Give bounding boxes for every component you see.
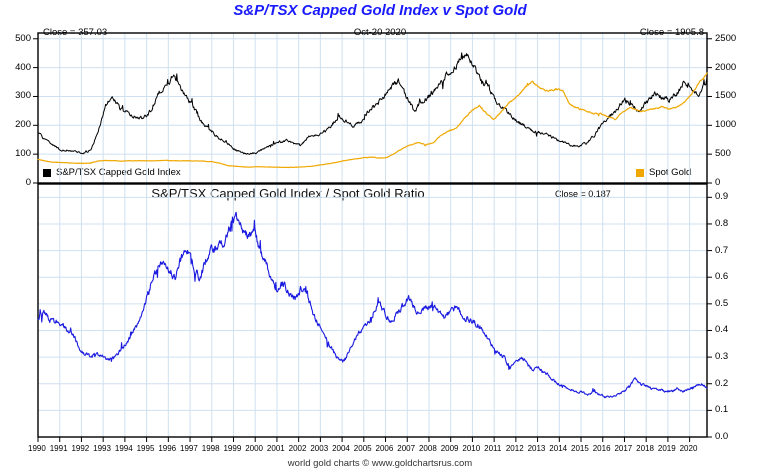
ratio-axis-tick: 0.8	[715, 217, 729, 229]
y-axis-right-tick: 1500	[715, 90, 737, 102]
square-marker-icon	[636, 168, 644, 177]
x-axis-year-label: 2020	[679, 444, 698, 453]
x-axis-year-label: 1996	[158, 444, 177, 453]
x-axis-year-label: 2002	[288, 444, 307, 453]
x-axis-year-label: 2004	[332, 444, 350, 453]
y-axis-right-tick: 2500	[715, 32, 737, 44]
x-axis-year-label: 1992	[71, 444, 90, 453]
x-axis-year-label: 2013	[527, 444, 546, 453]
legend-item-index: S&P/TSX Capped Gold Index	[43, 167, 181, 178]
ratio-axis-tick: 0.2	[715, 377, 729, 389]
x-axis-year-label: 2019	[657, 444, 676, 453]
y-axis-left-tick: 0	[25, 177, 31, 188]
y-axis-left-tick: 400	[15, 61, 31, 73]
y-axis-left-tick: 200	[15, 119, 31, 131]
y-axis-right-tick: 1000	[715, 119, 737, 131]
gridlines	[37, 33, 707, 438]
x-axis-year-label: 2012	[505, 444, 524, 453]
ratio-axis-tick: 0.7	[715, 244, 729, 256]
x-axis-year-label: 2011	[484, 444, 502, 453]
x-axis-year-label: 1993	[93, 444, 111, 453]
x-axis-year-label: 1998	[201, 444, 220, 453]
x-axis-year-label: 2017	[614, 444, 633, 453]
y-axis-right-tick: 2000	[715, 61, 737, 73]
x-axis-year-label: 2006	[375, 444, 394, 453]
y-axis-left-tick: 300	[15, 90, 31, 102]
x-axis-year-label: 2005	[353, 444, 372, 453]
legend-label-gold: Spot Gold	[649, 167, 692, 178]
ratio-axis-tick: 0.1	[715, 404, 729, 416]
x-axis-year-label: 2000	[245, 444, 263, 453]
x-axis-year-label: 2003	[310, 444, 329, 453]
x-axis-year-label: 2016	[592, 444, 611, 453]
x-axis-year-label: 2018	[636, 444, 654, 453]
y-axis-left-tick: 100	[15, 148, 31, 160]
x-axis-year-label: 2001	[266, 444, 285, 453]
ratio-axis-tick: 0.4	[715, 324, 729, 336]
x-axis-year-label: 1997	[180, 444, 198, 453]
x-axis-year-label: 2008	[418, 444, 437, 453]
x-axis-year-label: 2014	[549, 444, 568, 453]
page-title: S&P/TSX Capped Gold Index v Spot Gold	[233, 2, 527, 19]
x-axis-year-label: 2010	[462, 444, 481, 453]
plot-frames	[37, 32, 708, 438]
ratio-axis-tick: 0.0	[715, 431, 729, 442]
x-axis-year-label: 2015	[571, 444, 589, 453]
x-axis-year-label: 1994	[114, 444, 133, 453]
x-axis-year-label: 2009	[440, 444, 459, 453]
tick-marks	[33, 38, 712, 442]
x-axis-year-label: 1990	[28, 444, 46, 453]
x-axis-year-label: 2007	[397, 444, 416, 453]
y-axis-right-tick: 500	[715, 148, 731, 160]
ratio-axis-tick: 0.3	[715, 351, 729, 363]
ratio-axis-tick: 0.6	[715, 271, 729, 283]
y-axis-left-tick: 500	[15, 32, 31, 44]
x-axis-year-label: 1991	[49, 444, 68, 453]
legend-label-index: S&P/TSX Capped Gold Index	[56, 167, 181, 178]
close-ratio-annotation: Close = 0.187	[555, 189, 611, 199]
y-axis-right-tick: 0	[715, 177, 721, 188]
footer-credit: world gold charts © www.goldchartsrus.co…	[287, 458, 473, 469]
x-axis-year-label: 1995	[136, 444, 155, 453]
x-axis-year-label: 1999	[223, 444, 242, 453]
ratio-axis-tick: 0.5	[715, 297, 729, 309]
data-series	[37, 52, 708, 399]
square-marker-icon	[43, 168, 51, 177]
ratio-axis-tick: 0.9	[715, 191, 729, 203]
legend-item-gold: Spot Gold	[636, 167, 691, 178]
